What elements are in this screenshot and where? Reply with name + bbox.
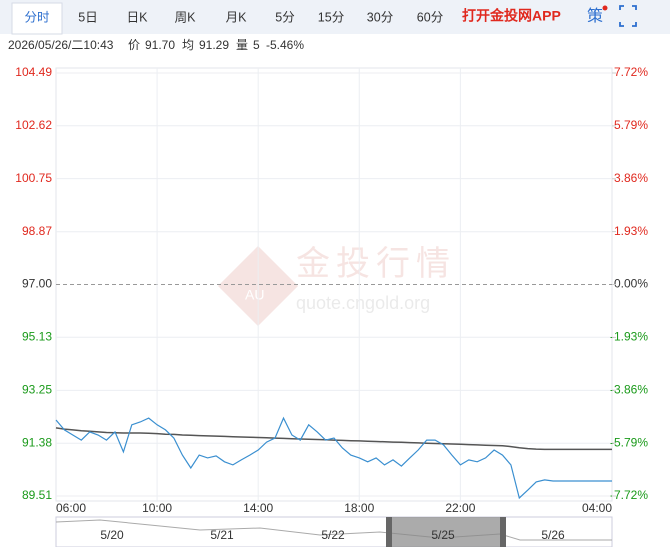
y2-tick-label: -5.79%: [610, 435, 648, 449]
tab[interactable]: 分时: [24, 10, 50, 24]
navigator-date: 5/26: [541, 528, 565, 542]
navigator-date: 5/21: [210, 528, 234, 542]
tab[interactable]: 15分: [318, 10, 344, 24]
app-link[interactable]: 打开金投网APP: [462, 8, 561, 24]
notice-dot: [602, 5, 608, 11]
tab[interactable]: 日K: [127, 10, 149, 24]
y2-tick-label: -1.93%: [610, 330, 648, 344]
y-tick-label: 93.25: [22, 383, 52, 397]
active-tab-bg: [11, 2, 63, 35]
navigator-date: 5/20: [100, 528, 124, 542]
x-tick-label: 22:00: [445, 501, 475, 515]
info-volume-label: 量: [236, 38, 248, 52]
y-tick-label: 89.51: [22, 488, 52, 502]
x-tick-label: 18:00: [344, 501, 374, 515]
y-tick-label: 97.00: [22, 277, 52, 291]
info-price: 91.70: [145, 38, 175, 52]
y-tick-label: 95.13: [22, 329, 52, 343]
x-tick-label: 06:00: [56, 501, 86, 515]
y2-tick-label: 7.72%: [614, 65, 648, 79]
watermark-logo: AU: [245, 287, 264, 303]
navigator[interactable]: [55, 516, 613, 547]
y2-tick-label: 1.93%: [614, 224, 648, 238]
x-tick-label: 04:00: [582, 501, 612, 515]
tab[interactable]: 30分: [367, 10, 393, 24]
navigator-date: 5/25: [431, 528, 455, 542]
series-line: [55, 416, 612, 500]
info-time: 2026/05/26/二10:43: [8, 38, 114, 52]
tabs: 分时 5日 日K 周K 月K 5分 15分 30分 60分: [24, 10, 443, 24]
navigator-dates: 5/20 5/21 5/22 5/25 5/26: [100, 528, 565, 542]
y-tick-label: 98.87: [22, 224, 52, 238]
fullscreen-icon[interactable]: [619, 5, 637, 27]
tab[interactable]: 60分: [417, 10, 443, 24]
x-tick-label: 14:00: [243, 501, 273, 515]
tab[interactable]: 5分: [275, 10, 294, 24]
watermark-title: 金投行情: [296, 245, 456, 283]
tab[interactable]: 月K: [226, 10, 248, 24]
y2-tick-label: 5.79%: [614, 118, 648, 132]
navigator-handle[interactable]: [500, 517, 506, 547]
series-line: [55, 427, 612, 451]
y-tick-label: 100.75: [15, 171, 52, 185]
y2-tick-label: 3.86%: [614, 171, 648, 185]
info-avg-label: 均: [182, 38, 194, 52]
y2-tick-label: 0.00%: [614, 277, 648, 291]
tab-bar: [0, 0, 670, 34]
y-tick-label: 102.62: [15, 118, 52, 132]
info-volume: 5: [253, 38, 260, 52]
info-line: 2026/05/26/二10:43 价 91.70 均 91.29 量 5 -5.46%: [8, 38, 304, 52]
watermark-url: quote.cngold.org: [296, 293, 430, 313]
y2-tick-label: -7.72%: [610, 488, 648, 502]
info-price-label: 价: [128, 38, 140, 52]
info-avg: 91.29: [199, 38, 229, 52]
navigator-date: 5/22: [321, 528, 345, 542]
navigator-handle[interactable]: [386, 517, 392, 547]
info-change: -5.46%: [266, 38, 304, 52]
watermark: AU 金投行情 quote.cngold.org: [218, 245, 456, 326]
navigator-range[interactable]: [390, 517, 502, 547]
navigator-line: [55, 519, 612, 541]
tab[interactable]: 5日: [78, 10, 97, 24]
x-tick-label: 10:00: [142, 501, 172, 515]
y-tick-label: 104.49: [15, 65, 52, 79]
strategy[interactable]: 策: [587, 7, 603, 25]
y-tick-label: 91.38: [22, 435, 52, 449]
tab[interactable]: 周K: [175, 10, 197, 24]
y2-tick-label: -3.86%: [610, 382, 648, 396]
